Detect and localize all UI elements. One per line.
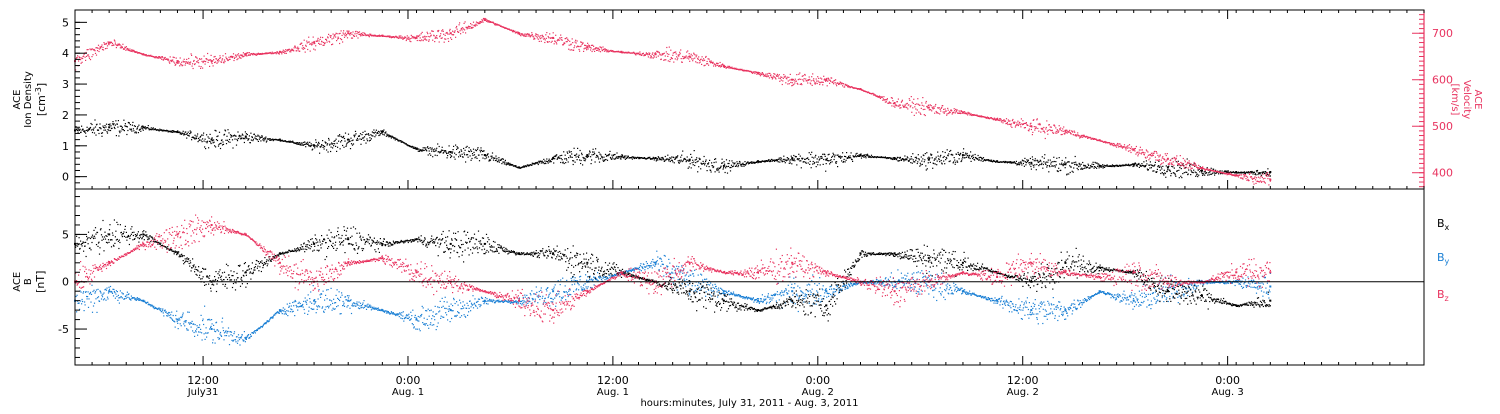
b-units: [nT] <box>34 271 47 293</box>
x-tick-time-label: 12:00 <box>597 374 629 387</box>
magnetic-field-series-1-point-29 <box>1064 309 1066 311</box>
legend-entry-subscript: y <box>1445 257 1450 266</box>
plasma-right-tick-label: 700 <box>1432 27 1453 40</box>
magnetic-field-series-0-point-15 <box>586 262 588 264</box>
magnetic-field-series-0-point-2 <box>142 233 144 235</box>
x-tick-date-label: Aug. 1 <box>392 387 424 398</box>
plasma-left-tick-label: 0 <box>62 171 69 184</box>
magnetic-field-series-0-scatter <box>75 219 1271 321</box>
x-tick-date-label: Aug. 1 <box>597 387 629 398</box>
magnetic-field-series-1-scatter <box>75 251 1271 346</box>
x-tick-date-label: Aug. 2 <box>1007 387 1039 398</box>
plasma-series-0-point-26 <box>962 154 964 156</box>
ion-density-units: [cm-3] <box>34 83 48 116</box>
magnetic-field-panel-frame <box>75 189 1424 365</box>
magnetic-field-series-0-point-26 <box>962 262 964 264</box>
x-tick-date-label: Aug. 2 <box>802 387 834 398</box>
plasma-right-tick-label: 500 <box>1432 120 1453 133</box>
velocity-units: [km/s] <box>1449 84 1460 116</box>
magnetic-field-left-tick-label: 0 <box>62 276 69 289</box>
b-label-line1: ACE <box>12 272 23 292</box>
plasma-left-tick-label: 2 <box>62 109 69 122</box>
plasma-left-tick-label: 5 <box>62 16 69 29</box>
legend-entry-label: B <box>1437 288 1445 301</box>
legend-entry-bz: Bz <box>1437 288 1449 303</box>
magnetic-field-series-2-point-14 <box>552 309 554 311</box>
magnetic-field-series-1-point-31 <box>1133 300 1135 302</box>
ion-density-units-open: [cm <box>35 95 48 116</box>
x-tick-time-label: 12:00 <box>1007 374 1039 387</box>
legend-entry-subscript: x <box>1445 223 1450 232</box>
magnetic-field-series-2-point-13 <box>518 300 520 302</box>
legend-entry-label: B <box>1437 251 1445 264</box>
magnetic-field-series-0-point-11 <box>450 243 452 245</box>
plasma-right-tick-label: 400 <box>1432 167 1453 180</box>
magnetic-field-series-1-point-4 <box>211 328 213 330</box>
plasma-left-tick-label: 4 <box>62 47 69 60</box>
ion-density-units-sup: -3 <box>34 87 43 95</box>
ion-density-label-line2: Ion Density <box>23 71 34 128</box>
plasma-panel-frame <box>75 10 1424 189</box>
x-axis-title: hours:minutes, July 31, 2011 - Aug. 3, 2… <box>640 398 858 409</box>
plasma-series-0-point-19 <box>723 165 725 167</box>
velocity-label-line2: Velocity <box>1461 80 1472 119</box>
x-tick-time-label: 0:00 <box>1215 374 1240 387</box>
x-tick-time-label: 0:00 <box>396 374 421 387</box>
magnetic-field-left-axis: -5 0 5 <box>58 197 87 358</box>
magnetic-field-series-2-point-27 <box>996 276 998 278</box>
legend-entry-label: B <box>1437 217 1445 230</box>
x-tick-date-label: Aug. 3 <box>1212 387 1244 398</box>
plasma-series-0-scatter <box>75 119 1271 178</box>
b-label-line2: B <box>23 278 34 285</box>
plasma-series-0 <box>74 119 1271 178</box>
magnetic-field-series-1-point-28 <box>1030 309 1032 311</box>
magnetic-field-series-0-point-25 <box>928 257 930 259</box>
ion-density-label-line1: ACE <box>12 90 23 110</box>
magnetic-field-series-1 <box>74 251 1271 346</box>
x-tick-time-label: 0:00 <box>805 374 830 387</box>
ion-density-units-close: ] <box>35 83 48 87</box>
magnetic-field-left-tick-label: -5 <box>58 323 69 336</box>
plasma-left-tick-label: 1 <box>62 140 69 153</box>
legend-entry-bx: Bx <box>1437 217 1450 232</box>
magnetic-field-series-1-point-35 <box>1269 286 1271 288</box>
magnetic-field-series-2-point-6 <box>279 262 281 264</box>
magnetic-field-left-tick-label: 5 <box>62 228 69 241</box>
magnetic-field-series-1-point-21 <box>791 290 793 292</box>
x-tick-date-label: July31 <box>187 387 219 398</box>
plasma-series-1-scatter <box>75 18 1271 186</box>
plasma-left-tick-label: 3 <box>62 78 69 91</box>
magnetic-field-series-2-point-35 <box>1269 271 1271 273</box>
plasma-series-0-point-33 <box>1201 170 1203 172</box>
magnetic-field-series-2-point-4 <box>211 224 213 226</box>
magnetic-field-series-2-point-24 <box>894 290 896 292</box>
legend-entry-by: By <box>1437 251 1450 266</box>
x-tick-time-label: 12:00 <box>187 374 219 387</box>
magnetic-field-series-1-point-14 <box>552 290 554 292</box>
plasma-series-0-point-1 <box>108 126 110 128</box>
legend-entry-subscript: z <box>1445 294 1449 303</box>
velocity-label-line1: ACE <box>1472 90 1483 110</box>
magnetic-field-series-0-point-18 <box>689 290 691 292</box>
magnetic-field-series-0 <box>74 219 1271 321</box>
